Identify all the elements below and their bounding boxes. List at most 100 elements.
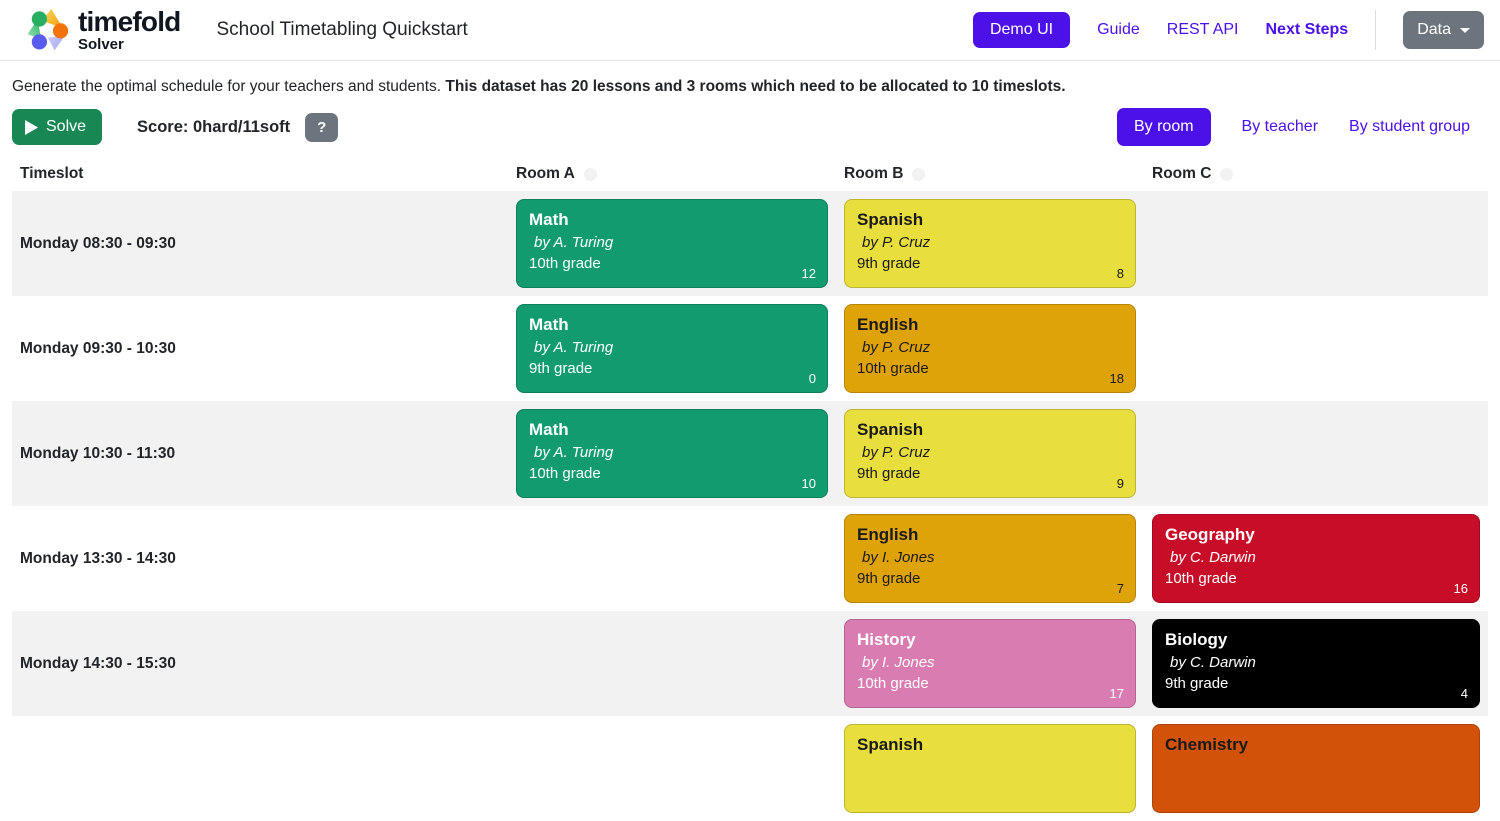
lesson-subject: History bbox=[857, 630, 916, 649]
room-cell: History by I. Jones 10th grade 17 bbox=[836, 611, 1144, 716]
intro-normal: Generate the optimal schedule for your t… bbox=[12, 78, 446, 95]
lesson-card[interactable]: Geography by C. Darwin 10th grade 16 bbox=[1152, 514, 1480, 603]
lesson-card[interactable]: English by P. Cruz 10th grade 18 bbox=[844, 304, 1136, 393]
top-nav: Demo UI Guide REST API Next Steps Data bbox=[972, 10, 1484, 50]
lesson-card[interactable]: English by I. Jones 9th grade 7 bbox=[844, 514, 1136, 603]
lesson-grade: 9th grade bbox=[1165, 675, 1229, 692]
lesson-subject: Math bbox=[529, 210, 569, 229]
lesson-teacher: by C. Darwin bbox=[1170, 549, 1256, 566]
solve-button[interactable]: Solve bbox=[12, 109, 103, 145]
brand-name: timefold bbox=[78, 6, 181, 37]
lesson-card[interactable]: History by I. Jones 10th grade 17 bbox=[844, 619, 1136, 708]
timeslot-label: Monday 09:30 - 10:30 bbox=[20, 339, 176, 357]
tab-by-student-group[interactable]: By student group bbox=[1349, 118, 1470, 135]
lesson-grade: 10th grade bbox=[857, 360, 929, 377]
lesson-card[interactable]: Biology by C. Darwin 9th grade 4 bbox=[1152, 619, 1480, 708]
nav-guide[interactable]: Guide bbox=[1097, 21, 1140, 38]
room-header-dot-icon bbox=[583, 167, 597, 181]
lesson-student-count: 17 bbox=[1109, 686, 1124, 701]
lesson-card[interactable]: Math by A. Turing 10th grade 10 bbox=[516, 409, 828, 498]
room-cell: Math by A. Turing 10th grade 12 bbox=[508, 191, 836, 296]
timeslot-row: Monday 09:30 - 10:30 Math by A. Turing 9th … bbox=[12, 296, 1488, 401]
lesson-grade: 10th grade bbox=[857, 675, 929, 692]
tab-by-teacher[interactable]: By teacher bbox=[1241, 118, 1319, 135]
timeslot-row: Monday 08:30 - 09:30 Math by A. Turing 10th… bbox=[12, 191, 1488, 296]
column-header-room-a: Room A bbox=[508, 165, 836, 183]
tab-by-room[interactable]: By room bbox=[1116, 108, 1211, 146]
room-cell: Spanish by P. Cruz 9th grade 9 bbox=[836, 401, 1144, 506]
lesson-subject: Spanish bbox=[857, 420, 924, 439]
room-cell: Spanish by P. Cruz 9th grade 8 bbox=[836, 191, 1144, 296]
room-cell bbox=[1144, 191, 1488, 296]
room-cell bbox=[1144, 401, 1488, 506]
lesson-student-count: 4 bbox=[1460, 686, 1468, 701]
lesson-grade: 9th grade bbox=[529, 360, 593, 377]
lesson-subject: Geography bbox=[1165, 525, 1255, 544]
lesson-card[interactable]: Spanish by P. Cruz 9th grade 8 bbox=[844, 199, 1136, 288]
timeslot-row: Monday 14:30 - 15:30 History by I. Jones 10… bbox=[12, 611, 1488, 716]
lesson-teacher: by P. Cruz bbox=[862, 444, 931, 461]
brand-logo: timefold Solver bbox=[25, 6, 181, 53]
lesson-subject: Chemistry bbox=[1165, 735, 1249, 754]
room-cell: Spanish bbox=[836, 716, 1144, 821]
lesson-student-count: 7 bbox=[1116, 581, 1124, 596]
lesson-subject: Spanish bbox=[857, 210, 924, 229]
lesson-teacher: by A. Turing bbox=[534, 444, 614, 461]
data-dropdown-button[interactable]: Data bbox=[1403, 11, 1484, 49]
column-header-timeslot: Timeslot bbox=[20, 165, 84, 182]
room-cell bbox=[508, 506, 836, 611]
lesson-subject: Math bbox=[529, 315, 569, 334]
intro-bold: This dataset has 20 lessons and 3 rooms … bbox=[445, 78, 1066, 95]
main-content: Generate the optimal schedule for your t… bbox=[0, 78, 1500, 821]
solve-button-label: Solve bbox=[46, 118, 87, 135]
column-header-room-c: Room C bbox=[1144, 165, 1488, 183]
lesson-grade: 10th grade bbox=[1165, 570, 1237, 587]
lesson-card[interactable]: Spanish by P. Cruz 9th grade 9 bbox=[844, 409, 1136, 498]
lesson-grade: 10th grade bbox=[529, 465, 601, 482]
timetable-header-row: Timeslot Room A Room B Room C bbox=[12, 158, 1488, 191]
lesson-card[interactable]: Math by A. Turing 9th grade 0 bbox=[516, 304, 828, 393]
score-help-button[interactable]: ? bbox=[305, 112, 339, 142]
data-dropdown-label: Data bbox=[1417, 21, 1451, 38]
view-tabs: By room By teacher By student group bbox=[1116, 108, 1488, 146]
lesson-grade: 10th grade bbox=[529, 255, 601, 272]
room-cell: Math by A. Turing 10th grade 10 bbox=[508, 401, 836, 506]
lesson-subject: Math bbox=[529, 420, 569, 439]
room-header-dot-icon bbox=[1220, 167, 1234, 181]
lesson-teacher: by I. Jones bbox=[862, 549, 935, 566]
brand-subtitle: Solver bbox=[78, 36, 124, 53]
app-header: timefold Solver School Timetabling Quick… bbox=[0, 0, 1500, 61]
nav-demo-ui[interactable]: Demo UI bbox=[972, 12, 1071, 48]
lesson-teacher: by P. Cruz bbox=[862, 339, 931, 356]
lesson-student-count: 8 bbox=[1116, 266, 1124, 281]
toolbar: Solve Score: 0hard/11soft ? By room By t… bbox=[12, 108, 1488, 146]
lesson-teacher: by C. Darwin bbox=[1170, 654, 1256, 671]
timeslot-row: Spanish Chemistry bbox=[12, 716, 1488, 821]
lesson-subject: English bbox=[857, 525, 919, 544]
lesson-subject: English bbox=[857, 315, 919, 334]
timeslot-row: Monday 10:30 - 11:30 Math by A. Turing 10th… bbox=[12, 401, 1488, 506]
lesson-grade: 9th grade bbox=[857, 465, 921, 482]
room-cell: Chemistry bbox=[1144, 716, 1488, 821]
room-cell bbox=[1144, 296, 1488, 401]
room-cell: Biology by C. Darwin 9th grade 4 bbox=[1144, 611, 1488, 716]
lesson-student-count: 16 bbox=[1453, 581, 1468, 596]
room-cell bbox=[508, 716, 836, 821]
lesson-student-count: 9 bbox=[1116, 476, 1124, 491]
lesson-student-count: 18 bbox=[1109, 371, 1124, 386]
lesson-grade: 9th grade bbox=[857, 255, 921, 272]
room-cell: English by I. Jones 9th grade 7 bbox=[836, 506, 1144, 611]
lesson-card[interactable]: Spanish bbox=[844, 724, 1136, 813]
timeslot-label: Monday 08:30 - 09:30 bbox=[20, 234, 176, 252]
lesson-card[interactable]: Chemistry bbox=[1152, 724, 1480, 813]
page-title: School Timetabling Quickstart bbox=[216, 19, 468, 40]
room-cell bbox=[508, 611, 836, 716]
room-cell: English by P. Cruz 10th grade 18 bbox=[836, 296, 1144, 401]
nav-next-steps[interactable]: Next Steps bbox=[1265, 21, 1349, 38]
lesson-card[interactable]: Math by A. Turing 10th grade 12 bbox=[516, 199, 828, 288]
column-header-room-b: Room B bbox=[836, 165, 1144, 183]
nav-rest-api[interactable]: REST API bbox=[1166, 21, 1239, 38]
lesson-student-count: 12 bbox=[801, 266, 816, 281]
timeslot-label: Monday 14:30 - 15:30 bbox=[20, 654, 176, 672]
lesson-student-count: 0 bbox=[808, 371, 816, 386]
